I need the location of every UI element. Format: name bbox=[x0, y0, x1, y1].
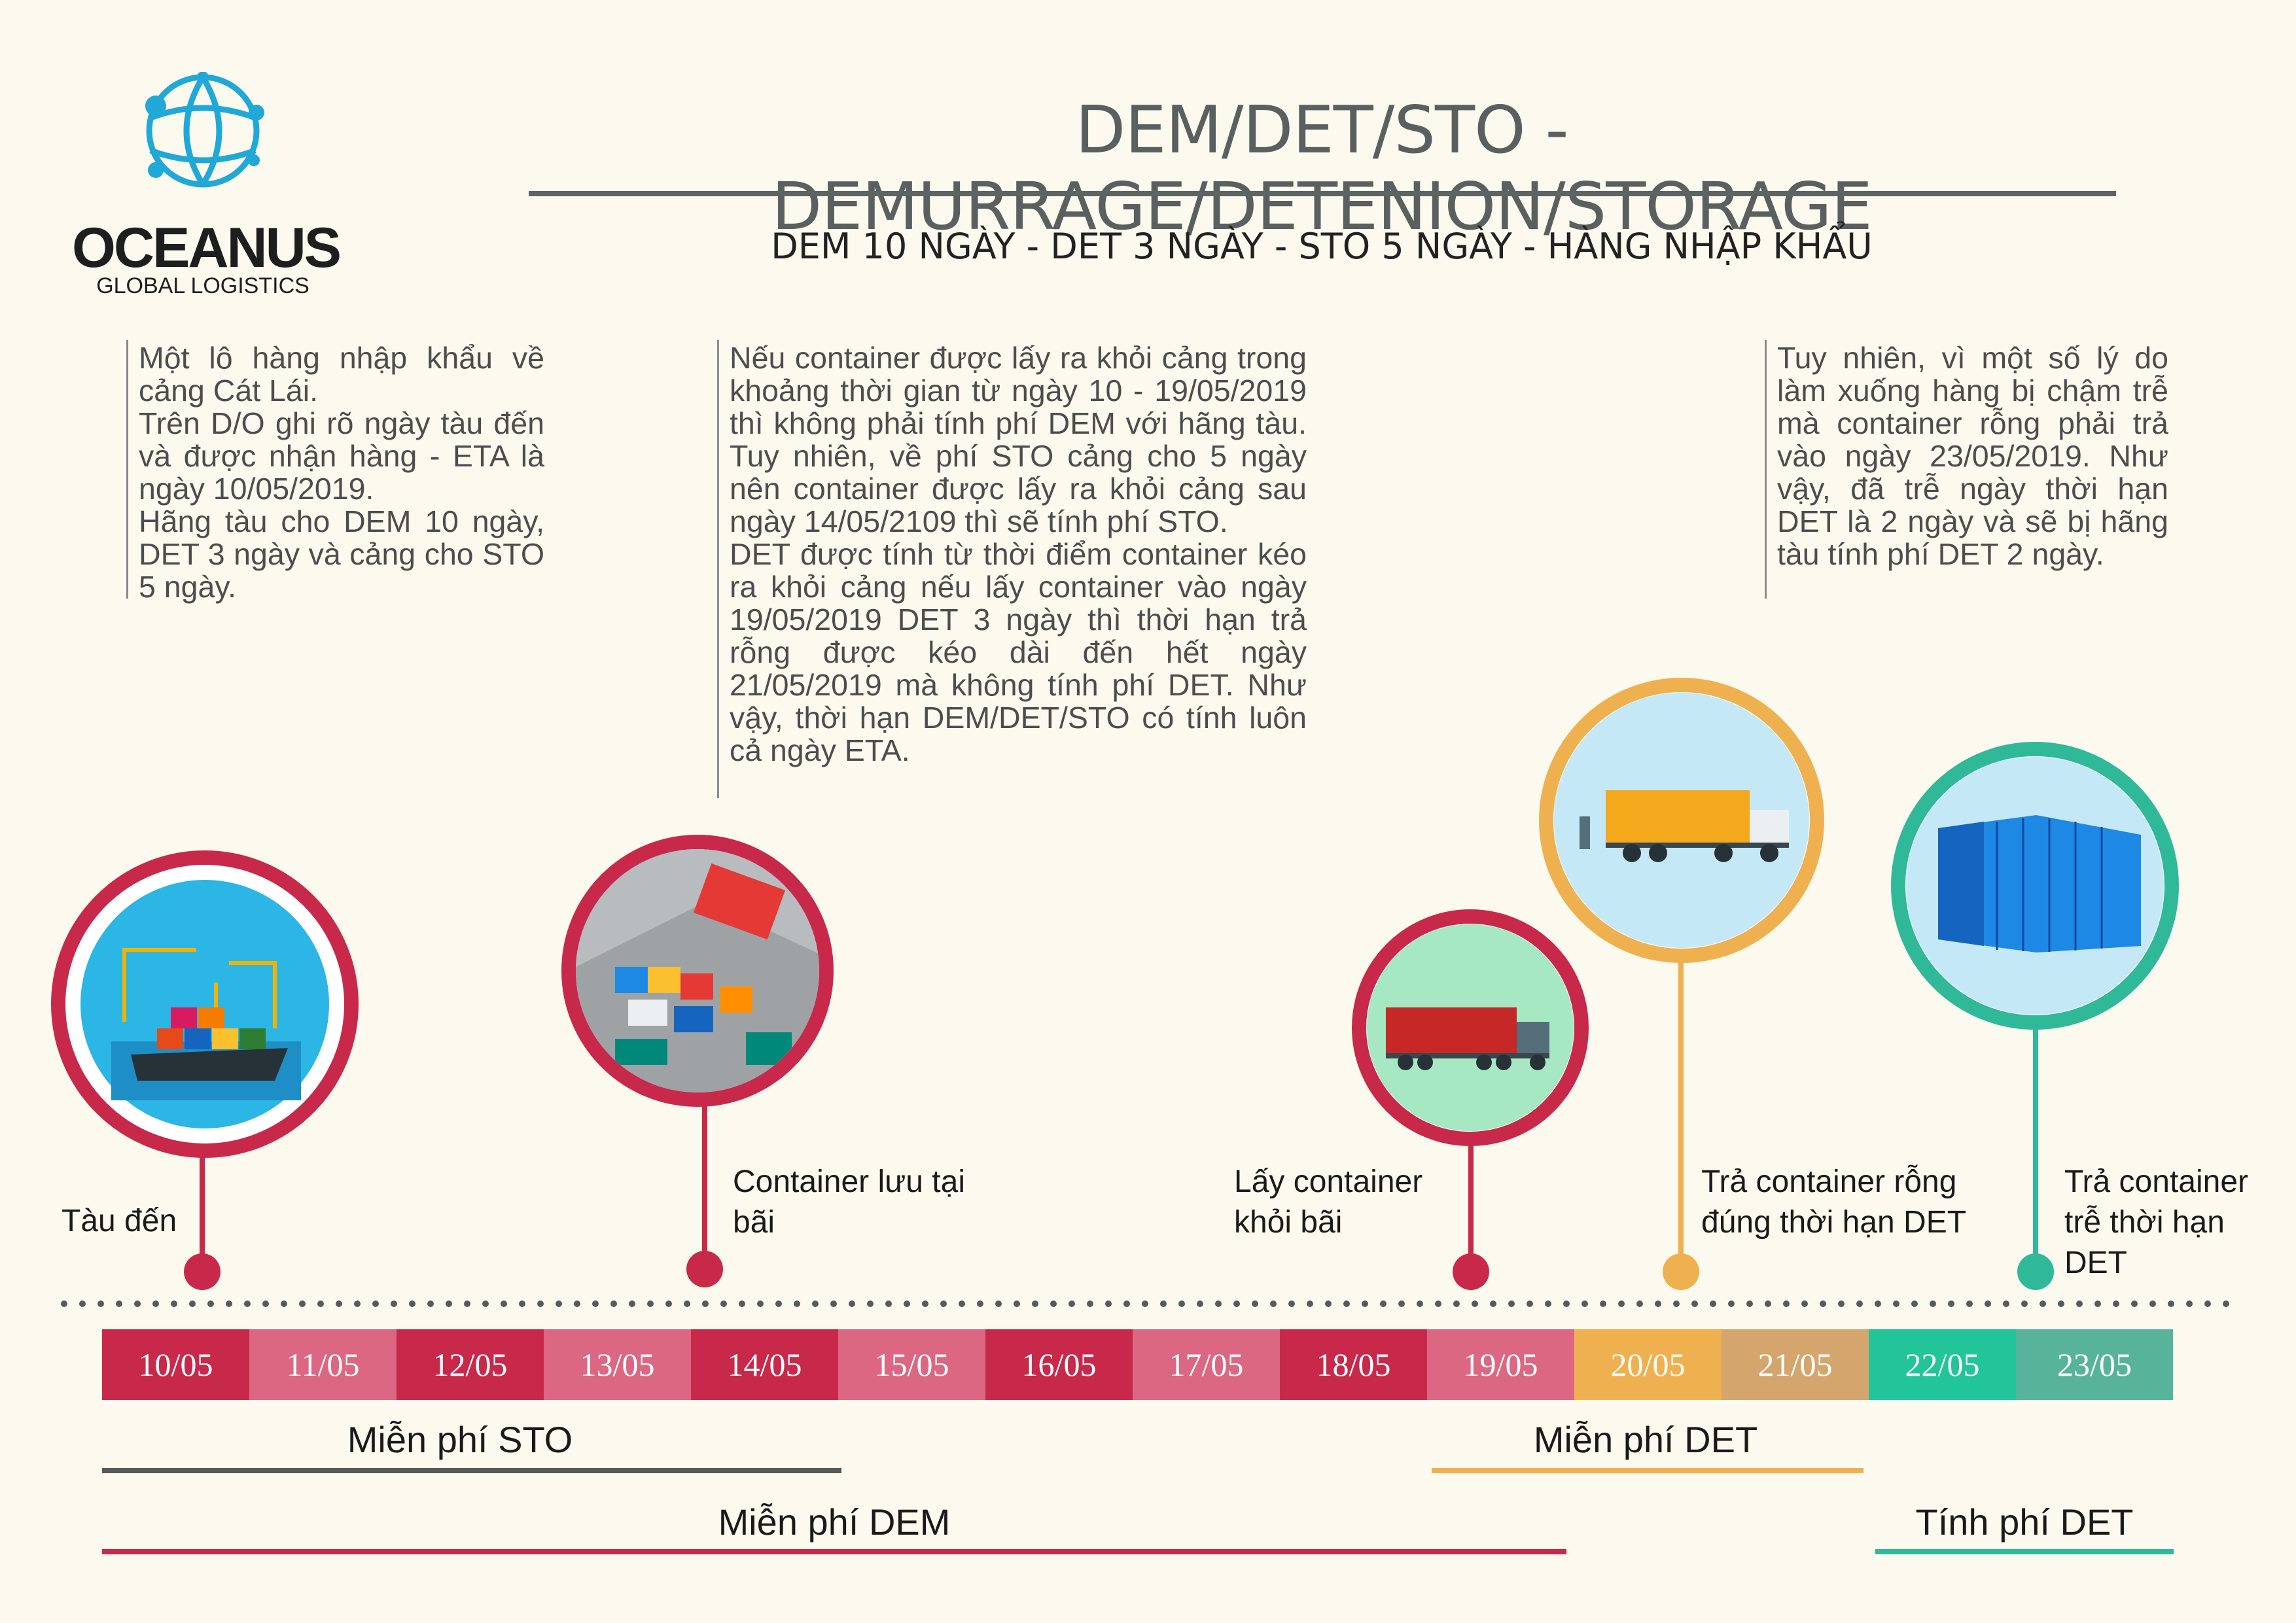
left-paragraph-line: Trên D/O ghi rõ ngày tàu đến và được nhậ… bbox=[139, 406, 544, 506]
date-cell: 22/05 bbox=[1869, 1329, 2016, 1400]
milestone-ship-circle bbox=[51, 850, 359, 1158]
milestone-pickup-stem bbox=[1468, 1145, 1474, 1269]
red-truck-icon bbox=[1367, 924, 1574, 1131]
milestone-pickup-label: Lấy container khỏi bãi bbox=[1234, 1164, 1423, 1240]
right-paragraph: Tuy nhiên, vì một số lý do làm xuống hàn… bbox=[1777, 341, 2168, 570]
range-free-sto-label: Miễn phí STO bbox=[347, 1419, 573, 1460]
range-charge-det-bar bbox=[1875, 1549, 2174, 1554]
blue-container-icon bbox=[1906, 757, 2164, 1015]
range-free-sto-bar bbox=[102, 1468, 841, 1473]
milestone-yard-stem bbox=[702, 1106, 707, 1261]
timeline-dotted-line bbox=[61, 1300, 2236, 1307]
container-yard-icon bbox=[576, 849, 819, 1092]
left-paragraph-line: Một lô hàng nhập khẩu về cảng Cát Lái. bbox=[139, 341, 544, 408]
milestone-ship-label: Tàu đến bbox=[62, 1204, 177, 1238]
middle-paragraph: Nếu container được lấy ra khỏi cảng tron… bbox=[730, 341, 1307, 767]
range-free-dem-bar bbox=[102, 1549, 1566, 1554]
date-cell: 10/05 bbox=[102, 1329, 249, 1400]
milestone-yard-dot bbox=[686, 1251, 723, 1287]
middle-text-rule bbox=[717, 340, 719, 798]
date-cell: 14/05 bbox=[691, 1329, 838, 1400]
middle-paragraph-line: DET được tính từ thời điểm container kéo… bbox=[730, 537, 1307, 767]
logo-tagline: GLOBAL LOGISTICS bbox=[96, 273, 309, 298]
date-cell: 20/05 bbox=[1574, 1329, 1722, 1400]
milestone-return-late-label: Trả container trễ thời hạn DET bbox=[2064, 1164, 2249, 1280]
date-cell: 17/05 bbox=[1133, 1329, 1280, 1400]
date-cell: 21/05 bbox=[1722, 1329, 1869, 1400]
range-charge-det-label: Tính phí DET bbox=[1915, 1501, 2134, 1543]
range-free-det-bar bbox=[1432, 1468, 1863, 1473]
ship-port-icon bbox=[80, 880, 329, 1128]
milestone-ship-stem bbox=[200, 1155, 205, 1266]
milestone-pickup-dot bbox=[1453, 1253, 1489, 1290]
milestone-yard-label: Container lưu tại bãi bbox=[733, 1164, 965, 1240]
range-free-det-label: Miễn phí DET bbox=[1533, 1419, 1758, 1460]
date-cell: 23/05 bbox=[2016, 1329, 2173, 1400]
date-cell: 11/05 bbox=[249, 1329, 397, 1400]
title-underline bbox=[529, 191, 2116, 196]
date-cell: 15/05 bbox=[838, 1329, 985, 1400]
date-cell: 19/05 bbox=[1427, 1329, 1574, 1400]
milestone-return-ontime-circle bbox=[1539, 678, 1824, 963]
left-text-rule bbox=[126, 340, 128, 599]
milestone-ship-dot bbox=[184, 1253, 221, 1290]
date-cell: 12/05 bbox=[397, 1329, 544, 1400]
milestone-return-late-circle bbox=[1891, 742, 2179, 1030]
range-free-dem-label: Miễn phí DEM bbox=[718, 1501, 951, 1543]
left-paragraph: Một lô hàng nhập khẩu về cảng Cát Lái. T… bbox=[139, 341, 544, 603]
oceanus-logo bbox=[145, 72, 264, 188]
milestone-pickup-circle bbox=[1352, 909, 1589, 1146]
page-subtitle: DEM 10 NGÀY - DET 3 NGÀY - STO 5 NGÀY - … bbox=[771, 226, 1873, 267]
left-paragraph-line: Hãng tàu cho DEM 10 ngày, DET 3 ngày và … bbox=[139, 504, 544, 604]
milestone-return-late-stem bbox=[2033, 1028, 2038, 1269]
right-paragraph-line: Tuy nhiên, vì một số lý do làm xuống hàn… bbox=[1777, 341, 2168, 571]
milestone-return-late-dot bbox=[2017, 1253, 2054, 1290]
date-cell: 13/05 bbox=[544, 1329, 691, 1400]
page-title: DEM/DET/STO - DEMURRAGE/DETENION/STORAGE bbox=[771, 92, 1873, 245]
right-text-rule bbox=[1765, 340, 1767, 599]
logo-wordmark: OCEANUS bbox=[72, 217, 342, 279]
milestone-yard-circle bbox=[561, 835, 834, 1107]
milestone-return-ontime-dot bbox=[1663, 1253, 1699, 1290]
yellow-truck-icon bbox=[1554, 693, 1809, 948]
middle-paragraph-line: Nếu container được lấy ra khỏi cảng tron… bbox=[730, 341, 1307, 538]
date-cell: 16/05 bbox=[985, 1329, 1133, 1400]
milestone-return-ontime-stem bbox=[1678, 962, 1684, 1269]
milestone-return-ontime-label: Trả container rỗng đúng thời hạn DET bbox=[1701, 1164, 1967, 1240]
date-cell: 18/05 bbox=[1280, 1329, 1427, 1400]
